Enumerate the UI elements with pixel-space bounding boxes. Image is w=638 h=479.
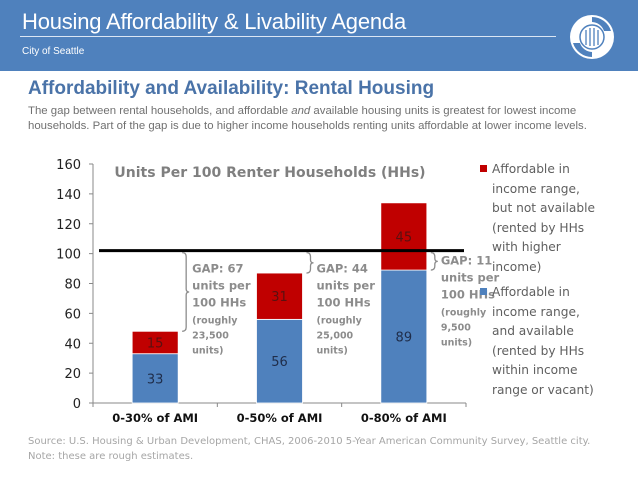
bar-segment-available — [380, 269, 428, 404]
bar-segment-not-available — [256, 272, 303, 320]
gap-annotation-line: 25,000 — [317, 331, 354, 342]
legend-line: within income — [492, 363, 578, 377]
gap-annotation-line: units per — [441, 271, 500, 285]
y-tick-label: 120 — [56, 218, 81, 233]
gap-annotation-line: 23,500 — [192, 331, 229, 342]
header-subtitle: City of Seattle — [22, 46, 85, 57]
gap-annotation-line: units per — [192, 279, 251, 293]
intro-text-emphasis: and — [291, 105, 311, 117]
chart-title: Units Per 100 Renter Households (HHs) — [114, 165, 425, 181]
gap-annotation-line: GAP: 11 — [441, 254, 492, 268]
legend-line: (rented by HHs — [492, 343, 585, 358]
bar-value-label: 45 — [396, 230, 413, 245]
intro-text-part1: The gap between rental households, and a… — [28, 105, 292, 117]
legend-swatch-blue — [480, 288, 487, 295]
y-tick-label: 160 — [56, 158, 81, 173]
gap-brace — [182, 251, 190, 332]
bars: 33 15 56 31 89 45 — [131, 202, 428, 404]
legend-line: range or vacant) — [492, 382, 594, 397]
gap-annotation-line: (roughly — [192, 316, 238, 327]
gap-annotation-line: units) — [441, 338, 472, 349]
gap-brace — [306, 251, 314, 274]
y-tick-label: 140 — [56, 188, 81, 203]
bar-segment-available — [256, 318, 303, 404]
y-tick-label: 40 — [64, 337, 81, 352]
intro-text-part2: available housing units is greatest for … — [28, 105, 587, 132]
gap-annotation-line: (roughly — [317, 316, 363, 327]
chart-legend: Affordable in income range, but not avai… — [480, 160, 630, 406]
x-tick-label: 0-50% of AMI — [237, 411, 323, 425]
legend-item-available: Affordable in income range, and availabl… — [480, 283, 630, 400]
gap-annotation-line: 100 HHs — [317, 296, 371, 310]
legend-line: (rented by HHs — [492, 220, 585, 235]
legend-line: Affordable in — [492, 162, 570, 176]
legend-line: but not available — [492, 201, 595, 215]
y-tick-label: 80 — [64, 278, 81, 293]
y-tick-label: 100 — [56, 248, 81, 263]
y-tick-label: 60 — [64, 307, 81, 322]
slide-header: Housing Affordability & Livability Agend… — [0, 0, 638, 71]
note-text: Note: these are rough estimates. — [28, 451, 194, 462]
slide-title: Affordability and Availability: Rental H… — [28, 78, 435, 99]
bar-value-label: 89 — [396, 331, 413, 346]
gap-annotation-line: GAP: 44 — [317, 262, 368, 276]
legend-line: income range, — [492, 304, 580, 319]
legend-line: with higher — [492, 240, 561, 254]
bar-value-label: 33 — [147, 372, 164, 387]
x-tick-label: 0-30% of AMI — [112, 411, 198, 425]
legend-item-not-available: Affordable in income range, but not avai… — [480, 160, 630, 277]
gap-annotations: GAP: 67 units per 100 HHs (roughly 23,500 uni… — [182, 251, 500, 357]
gap-annotation-line: units) — [192, 346, 223, 357]
bar-value-label: 31 — [271, 290, 288, 305]
y-tick-label: 20 — [64, 367, 81, 382]
legend-line: income range, — [492, 181, 580, 196]
gap-annotation-line: 9,500 — [441, 323, 471, 334]
source-text: Source: U.S. Housing & Urban Development… — [28, 436, 591, 447]
bar-segment-not-available — [131, 330, 179, 355]
legend-line: Affordable in — [492, 285, 570, 299]
y-axis: 0 20 40 60 80 100 120 140 160 — [56, 158, 94, 412]
legend-line: income) — [492, 259, 542, 274]
x-axis: 0-30% of AMI 0-50% of AMI 0-80% of AMI — [92, 402, 467, 425]
gap-annotation-line: 100 HHs — [192, 296, 246, 310]
source-footer: Source: U.S. Housing & Urban Development… — [28, 434, 590, 464]
bar-value-label: 56 — [271, 355, 288, 370]
city-of-seattle-seal-icon — [570, 15, 614, 59]
gap-annotation-line: (roughly — [441, 308, 487, 319]
header-divider — [20, 36, 556, 37]
intro-text: The gap between rental households, and a… — [28, 104, 628, 134]
bar-value-label: 15 — [147, 337, 164, 352]
legend-swatch-red — [480, 165, 487, 172]
gap-brace — [430, 251, 438, 271]
gap-annotation-line: units) — [317, 346, 348, 357]
bar-segment-available — [131, 353, 179, 404]
y-tick-label: 0 — [73, 397, 81, 412]
stacked-bar-chart: Units Per 100 Renter Households (HHs) 0 2… — [56, 158, 500, 425]
x-tick-label: 0-80% of AMI — [361, 411, 447, 425]
header-title: Housing Affordability & Livability Agend… — [22, 9, 406, 34]
legend-line: and available — [492, 324, 574, 338]
bar-segment-not-available — [380, 202, 428, 271]
gap-annotation-line: GAP: 67 — [192, 262, 243, 276]
gap-annotation-line: units per — [317, 279, 376, 293]
